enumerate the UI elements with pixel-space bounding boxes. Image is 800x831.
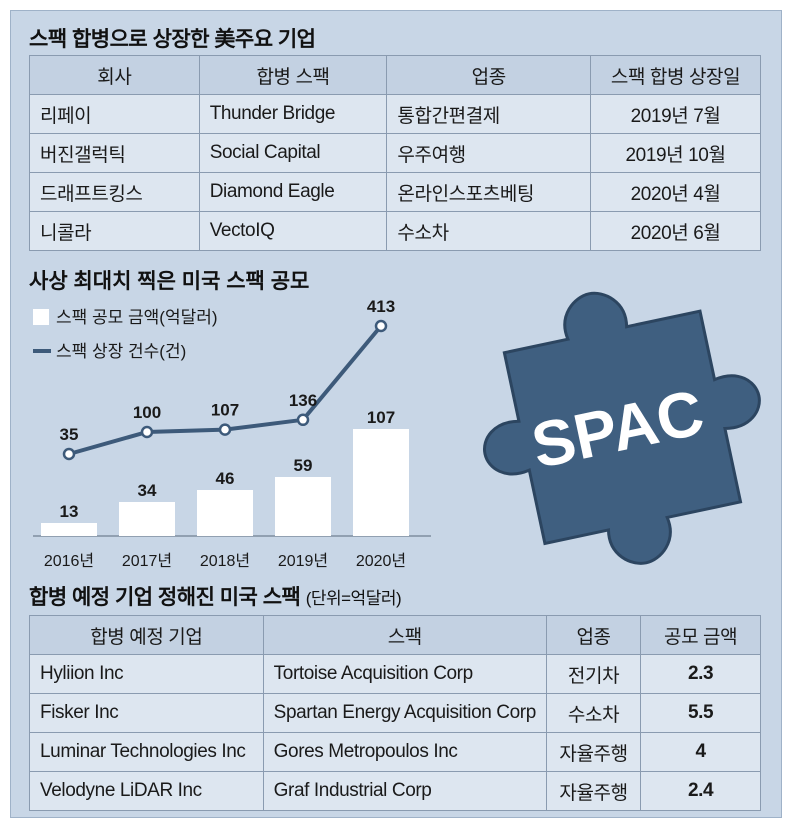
infographic: 스팩 합병으로 상장한 美주요 기업 회사 합병 스팩 업종 스팩 합병 상장일…: [10, 10, 782, 818]
cell-date: 2019년 10월: [590, 133, 761, 173]
section3-title: 합병 예정 기업 정해진 미국 스팩 (단위=억달러): [29, 581, 402, 611]
cell-industry: 전기차: [545, 654, 642, 694]
x-tick-label: 2017년: [122, 552, 172, 570]
table-row: Hyliion Inc Tortoise Acquisition Corp 전기…: [29, 654, 761, 694]
line-point: [62, 447, 76, 461]
bar-label: 13: [60, 502, 79, 521]
bar-label: 46: [216, 469, 235, 488]
cell-company: 드래프트킹스: [29, 172, 200, 212]
cell-company: Luminar Technologies Inc: [29, 732, 264, 772]
cell-industry: 수소차: [386, 211, 592, 251]
chart-legend: 스팩 공모 금액(억달러) 스팩 상장 건수(건): [33, 308, 218, 361]
chart-title: 사상 최대치 찍은 미국 스팩 공모: [29, 270, 309, 293]
cell-company: 버진갤럭틱: [29, 133, 200, 173]
legend-bar-swatch: [33, 309, 49, 325]
cell-amount: 2.4: [640, 771, 761, 811]
x-tick-label: 2020년: [356, 552, 406, 570]
table-row: Velodyne LiDAR Inc Graf Industrial Corp …: [29, 771, 761, 811]
cell-spac: Social Capital: [198, 133, 388, 173]
cell-company: 니콜라: [29, 211, 200, 251]
line-point: [374, 319, 388, 333]
cell-company: Velodyne LiDAR Inc: [29, 771, 264, 811]
bar-label: 59: [294, 456, 313, 475]
cell-amount: 4: [640, 732, 761, 772]
cell-spac: Thunder Bridge: [198, 94, 388, 134]
cell-industry: 우주여행: [386, 133, 592, 173]
header-spac: 합병 스팩: [198, 55, 388, 95]
bar-2016년: [41, 523, 97, 536]
header-listing-date: 스팩 합병 상장일: [590, 55, 761, 95]
bar-2020년: [353, 429, 409, 536]
header-company: 회사: [29, 55, 200, 95]
table-row: 드래프트킹스 Diamond Eagle 온라인스포츠베팅 2020년 4월: [29, 172, 761, 212]
line-label: 35: [60, 425, 79, 444]
cell-spac: Diamond Eagle: [198, 172, 388, 212]
table-row: Luminar Technologies Inc Gores Metropoul…: [29, 732, 761, 772]
table-header-row: 회사 합병 스팩 업종 스팩 합병 상장일: [29, 55, 761, 95]
cell-spac: Spartan Energy Acquisition Corp: [262, 693, 547, 733]
cell-industry: 수소차: [545, 693, 642, 733]
cell-date: 2020년 6월: [590, 211, 761, 251]
puzzle-piece-illustration: SPAC: [483, 291, 761, 565]
cell-amount: 2.3: [640, 654, 761, 694]
cell-date: 2019년 7월: [590, 94, 761, 134]
cell-spac: Graf Industrial Corp: [262, 771, 547, 811]
line-label: 413: [367, 297, 395, 316]
legend-bar-label: 스팩 공모 금액(억달러): [56, 308, 218, 327]
cell-company: Fisker Inc: [29, 693, 264, 733]
table-header-row: 합병 예정 기업 스팩 업종 공모 금액: [29, 615, 761, 655]
bar-label: 34: [138, 481, 157, 500]
cell-industry: 통합간편결제: [386, 94, 592, 134]
cell-industry: 온라인스포츠베팅: [386, 172, 592, 212]
line-point: [296, 413, 310, 427]
listed-companies-table: 회사 합병 스팩 업종 스팩 합병 상장일 리페이 Thunder Bridge…: [29, 55, 761, 251]
cell-amount: 5.5: [640, 693, 761, 733]
x-tick-label: 2016년: [44, 552, 94, 570]
cell-company: Hyliion Inc: [29, 654, 264, 694]
cell-company: 리페이: [29, 94, 200, 134]
table-row: 버진갤럭틱 Social Capital 우주여행 2019년 10월: [29, 133, 761, 173]
puzzle-piece-icon: [483, 291, 761, 565]
table-row: 리페이 Thunder Bridge 통합간편결제 2019년 7월: [29, 94, 761, 134]
legend-line-label: 스팩 상장 건수(건): [56, 342, 186, 361]
header-ipo-amount: 공모 금액: [640, 615, 761, 655]
section3-unit: (단위=억달러): [305, 589, 402, 608]
bar-2018년: [197, 490, 253, 536]
x-tick-label: 2019년: [278, 552, 328, 570]
cell-spac: Tortoise Acquisition Corp: [262, 654, 547, 694]
cell-spac: VectoIQ: [198, 211, 388, 251]
line-point: [218, 423, 232, 436]
line-label: 107: [211, 401, 239, 420]
table-row: 니콜라 VectoIQ 수소차 2020년 6월: [29, 211, 761, 251]
header-industry: 업종: [545, 615, 642, 655]
header-target-company: 합병 예정 기업: [29, 615, 264, 655]
x-tick-label: 2018년: [200, 552, 250, 570]
header-industry: 업종: [386, 55, 592, 95]
header-spac: 스팩: [262, 615, 547, 655]
line-label: 136: [289, 391, 317, 410]
bar-label: 107: [367, 408, 395, 427]
section3-title-text: 합병 예정 기업 정해진 미국 스팩: [29, 586, 301, 609]
spac-ipo-chart: 사상 최대치 찍은 미국 스팩 공모 스팩 공모 금액(억달러) 스팩 상장 건…: [29, 270, 431, 570]
cell-industry: 자율주행: [545, 732, 642, 772]
cell-spac: Gores Metropoulos Inc: [262, 732, 547, 772]
bar-2019년: [275, 477, 331, 536]
cell-industry: 자율주행: [545, 771, 642, 811]
pending-mergers-table: 합병 예정 기업 스팩 업종 공모 금액 Hyliion Inc Tortois…: [29, 615, 761, 811]
section1-title: 스팩 합병으로 상장한 美주요 기업: [29, 28, 316, 51]
bar-2017년: [119, 502, 175, 536]
line-label: 100: [133, 403, 161, 422]
cell-date: 2020년 4월: [590, 172, 761, 212]
line-point: [140, 425, 154, 439]
table-row: Fisker Inc Spartan Energy Acquisition Co…: [29, 693, 761, 733]
